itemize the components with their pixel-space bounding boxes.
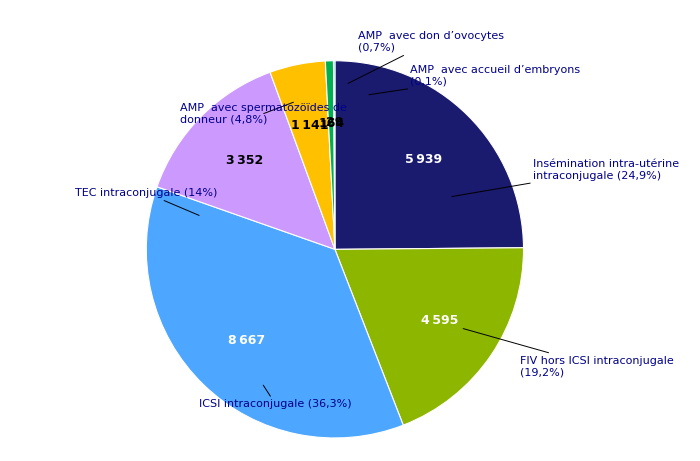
Text: AMP  avec accueil d’embryons
(0,1%): AMP avec accueil d’embryons (0,1%) — [369, 65, 580, 95]
Text: 4 595: 4 595 — [421, 314, 458, 327]
Text: Insémination intra-utérine
intraconjugale (24,9%): Insémination intra-utérine intraconjugal… — [452, 160, 679, 196]
Wedge shape — [270, 61, 335, 249]
Wedge shape — [146, 187, 403, 438]
Text: 8 667: 8 667 — [228, 334, 265, 347]
Text: AMP  avec spermatozöïdes de
donneur (4,8%): AMP avec spermatozöïdes de donneur (4,8%… — [181, 102, 347, 124]
Text: TEC intraconjugale (14%): TEC intraconjugale (14%) — [75, 188, 217, 215]
Wedge shape — [335, 61, 524, 249]
Text: 1 141: 1 141 — [291, 119, 328, 132]
Wedge shape — [333, 61, 335, 249]
Wedge shape — [157, 72, 335, 249]
Text: ICSI intraconjugale (36,3%): ICSI intraconjugale (36,3%) — [199, 385, 351, 409]
Text: 3 352: 3 352 — [226, 154, 264, 167]
Text: 164: 164 — [318, 117, 344, 130]
Wedge shape — [326, 61, 335, 249]
Text: FIV hors ICSI intraconjugale
(19,2%): FIV hors ICSI intraconjugale (19,2%) — [463, 329, 673, 377]
Text: 29: 29 — [326, 117, 343, 130]
Wedge shape — [335, 248, 524, 425]
Text: AMP  avec don d’ovocytes
(0,7%): AMP avec don d’ovocytes (0,7%) — [348, 31, 503, 83]
Text: 5 939: 5 939 — [405, 153, 442, 166]
